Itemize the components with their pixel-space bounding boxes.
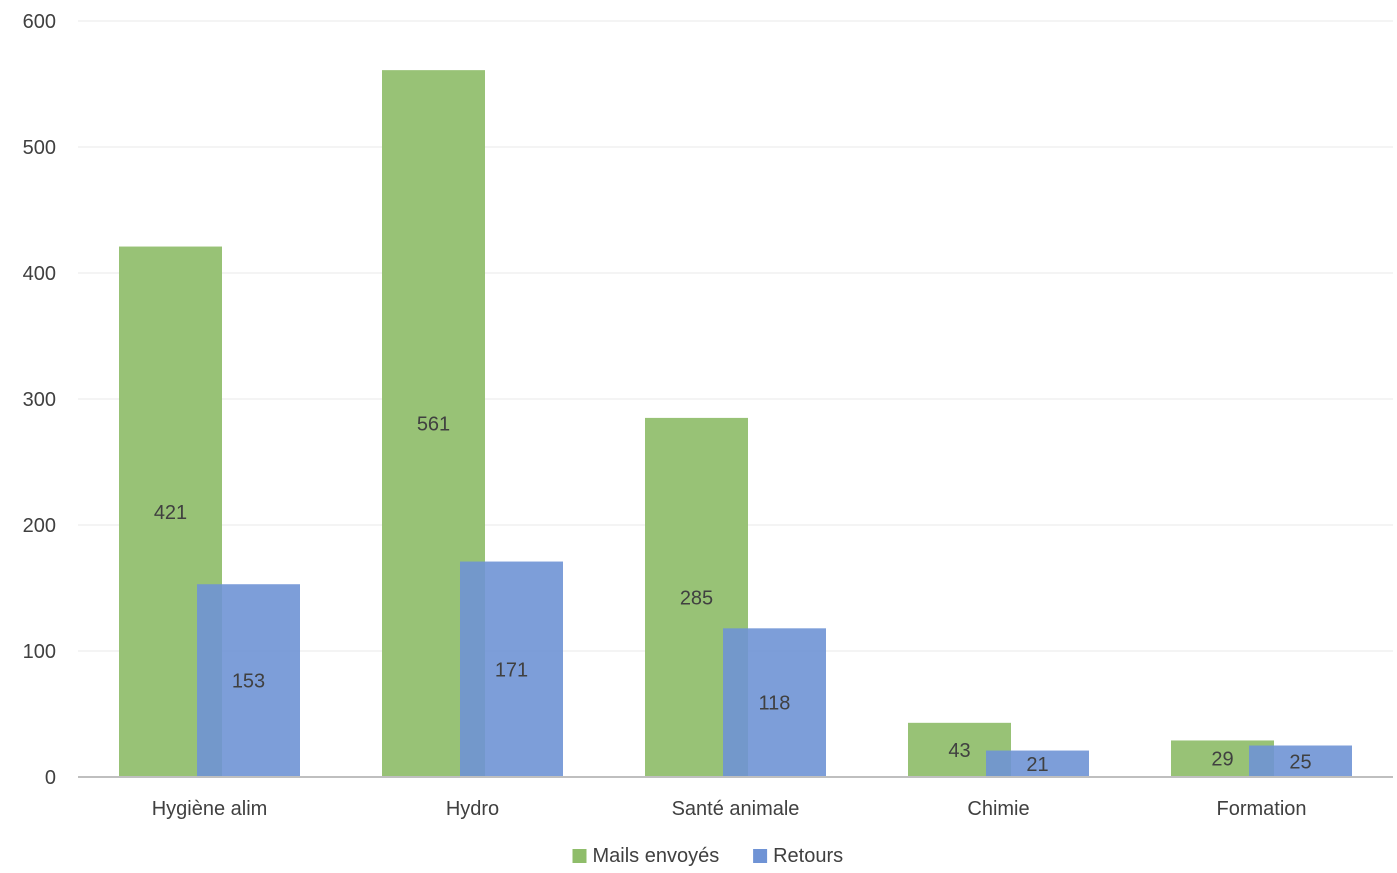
x-category-label: Chimie (967, 798, 1029, 820)
data-label-mails-envoyes-0: 421 (154, 502, 187, 524)
data-label-mails-envoyes-3: 43 (948, 740, 970, 762)
data-label-retours-3: 21 (1026, 754, 1048, 776)
bars (119, 70, 1352, 778)
legend-item-retours: Retours (753, 845, 843, 867)
legend-label: Mails envoyés (593, 845, 720, 867)
x-category-label: Santé animale (672, 798, 800, 820)
data-label-retours-4: 25 (1289, 751, 1311, 773)
legend: Mails envoyés Retours (572, 845, 843, 867)
y-axis-ticks: 0 100 200 300 400 500 600 (23, 11, 56, 789)
x-category-label: Formation (1216, 798, 1306, 820)
data-label-retours-1: 171 (495, 659, 528, 681)
x-axis-categories: Hygiène alim Hydro Santé animale Chimie Form… (152, 798, 1307, 820)
data-label-retours-2: 118 (759, 693, 791, 715)
bar-retours-1 (460, 561, 563, 777)
y-tick-label: 200 (23, 515, 56, 537)
y-tick-label: 0 (45, 767, 56, 789)
x-category-label: Hydro (446, 798, 499, 820)
data-label-mails-envoyes-4: 29 (1211, 749, 1233, 771)
y-tick-label: 100 (23, 641, 56, 663)
legend-item-mails-envoyes: Mails envoyés (572, 845, 720, 867)
bar-retours-4 (1249, 745, 1352, 777)
y-tick-label: 500 (23, 137, 56, 159)
y-tick-label: 600 (23, 11, 56, 33)
legend-label: Retours (773, 845, 843, 867)
data-label-mails-envoyes-2: 285 (680, 587, 713, 609)
y-tick-label: 400 (23, 263, 56, 285)
bar-retours-0 (197, 584, 300, 777)
y-tick-label: 300 (23, 389, 56, 411)
x-category-label: Hygiène alim (152, 798, 268, 820)
legend-swatch (753, 849, 768, 863)
bar-retours-3 (986, 750, 1089, 777)
legend-swatch (572, 849, 587, 863)
gridlines (78, 20, 1393, 652)
data-label-retours-0: 153 (232, 671, 265, 693)
data-label-mails-envoyes-1: 561 (417, 414, 450, 436)
data-labels: 421 153 561 171 285 118 43 21 29 25 (154, 414, 1312, 776)
bar-retours-2 (723, 628, 826, 777)
